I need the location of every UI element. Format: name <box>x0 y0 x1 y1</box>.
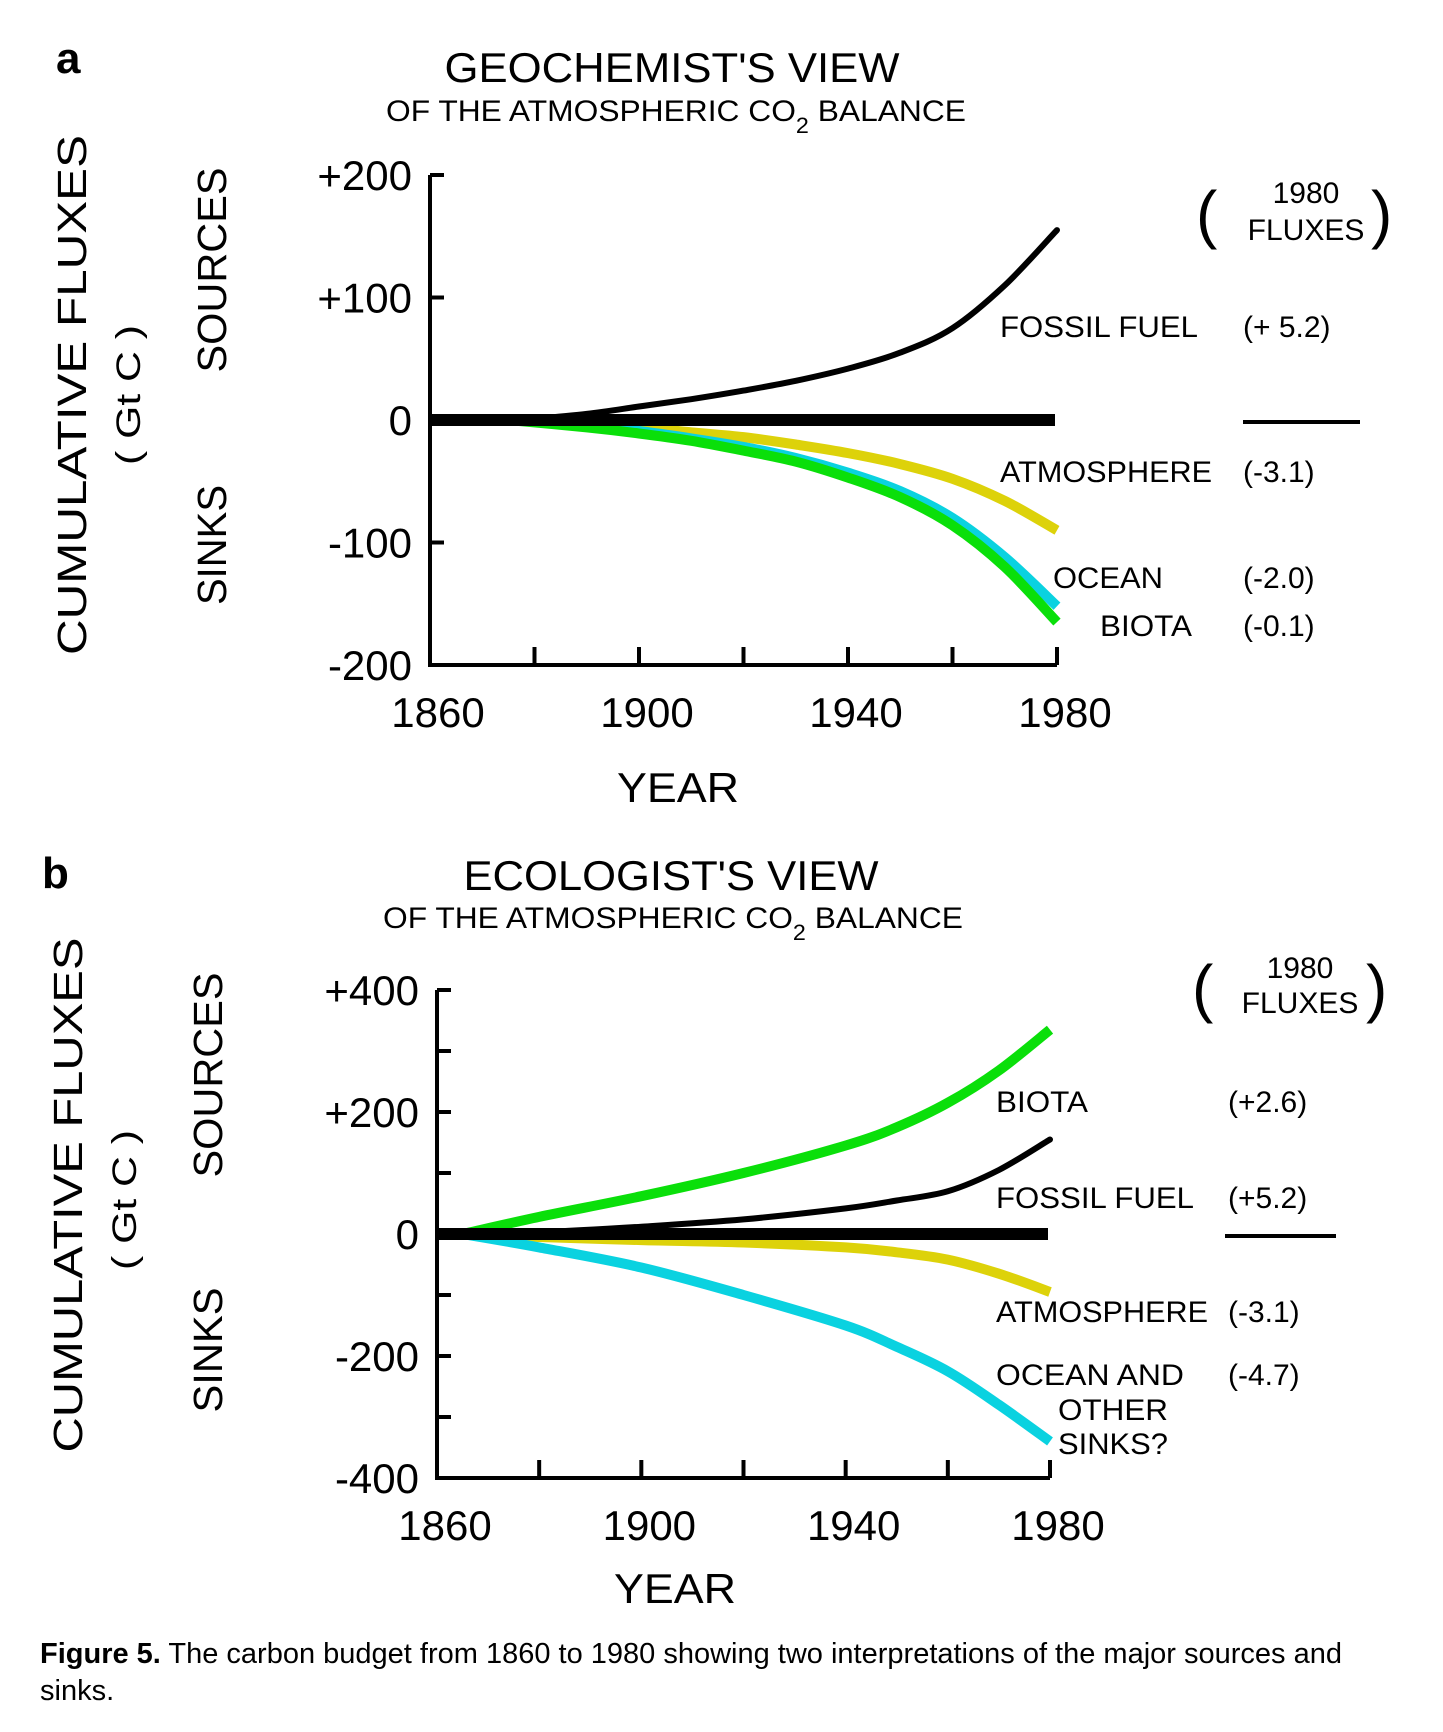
series-line-atmosphere <box>462 1229 1052 1297</box>
y-axis-sinks-label: SINKS <box>189 485 235 605</box>
series-lines <box>430 227 1061 626</box>
legend-label-ocean: OCEAN <box>1053 562 1163 595</box>
flux-legend: ( 1980 FLUXES ) FOSSIL FUEL (+ 5.2) ATMO… <box>1000 177 1392 643</box>
caption-text: The carbon budget from 1860 to 1980 show… <box>40 1638 1342 1707</box>
y-tick-label: 0 <box>389 397 412 444</box>
series-line-fossil-fuel <box>521 227 1060 423</box>
chart-title: GEOCHEMIST'S VIEW <box>445 44 900 91</box>
flux-header-fluxes: FLUXES <box>1248 214 1365 247</box>
flux-header-fluxes: FLUXES <box>1242 987 1359 1020</box>
x-tick-labels: 1860 1900 1940 1980 <box>398 1502 1104 1549</box>
legend-flux-ocean: (-2.0) <box>1243 562 1315 595</box>
y-tick-label: +200 <box>324 1089 419 1136</box>
panel-a-geochemist: a GEOCHEMIST'S VIEW OF THE ATMOSPHERIC C… <box>49 34 1392 811</box>
y-tick-label: -200 <box>335 1333 419 1380</box>
y-axis-sources-label: SOURCES <box>189 168 235 373</box>
legend-flux-fossil-fuel: (+5.2) <box>1228 1182 1307 1215</box>
legend-flux-biota: (+2.6) <box>1228 1086 1307 1119</box>
subtitle-part: BALANCE <box>809 95 966 128</box>
legend-flux-ocean: (-4.7) <box>1228 1359 1300 1392</box>
y-tick-label: -400 <box>335 1455 419 1502</box>
subtitle-part: OF THE ATMOSPHERIC CO <box>383 902 793 935</box>
legend-label-biota: BIOTA <box>1100 610 1192 643</box>
y-axis-label: CUMULATIVE FLUXES <box>49 135 95 655</box>
flux-header-paren-close: ) <box>1371 178 1392 250</box>
legend-label-fossil-fuel: FOSSIL FUEL <box>1000 311 1198 344</box>
y-tick-labels: +400 +200 0 -200 -400 <box>324 967 419 1502</box>
legend-flux-atmosphere: (-3.1) <box>1243 456 1315 489</box>
legend-label-atmosphere: ATMOSPHERE <box>1000 456 1212 489</box>
y-axis-label: CUMULATIVE FLUXES <box>45 938 91 1453</box>
caption-label: Figure 5. <box>40 1638 161 1670</box>
y-tick-label: -100 <box>328 520 412 567</box>
y-tick-label: +200 <box>317 152 412 199</box>
x-tick-label: 1860 <box>398 1502 491 1549</box>
series-line-biota <box>461 1025 1054 1239</box>
legend-label-ocean-line2: OTHER <box>1058 1394 1168 1427</box>
legend-label-atmosphere: ATMOSPHERE <box>996 1296 1208 1329</box>
subtitle-part: OF THE ATMOSPHERIC CO <box>386 95 796 128</box>
flux-header-year: 1980 <box>1273 177 1340 210</box>
legend-label-fossil-fuel: FOSSIL FUEL <box>996 1182 1194 1215</box>
y-axis-units: ( Gt C ) <box>110 325 148 465</box>
panel-label: b <box>42 849 69 898</box>
subtitle-subscript: 2 <box>793 920 806 945</box>
flux-legend: ( 1980 FLUXES ) BIOTA (+2.6) FOSSIL FUEL… <box>996 952 1387 1461</box>
chart-subtitle: OF THE ATMOSPHERIC CO 2 BALANCE <box>386 95 966 138</box>
y-axis-units: ( Gt C ) <box>106 1130 144 1270</box>
legend-label-ocean-line3: SINKS? <box>1058 1428 1168 1461</box>
panel-label: a <box>56 34 81 83</box>
y-tick-label: +400 <box>324 967 419 1014</box>
flux-header-year: 1980 <box>1267 952 1334 985</box>
legend-flux-atmosphere: (-3.1) <box>1228 1296 1300 1329</box>
x-tick-label: 1980 <box>1011 1502 1104 1549</box>
legend-label-biota: BIOTA <box>996 1086 1088 1119</box>
flux-header-paren-open: ( <box>1192 952 1213 1024</box>
figure-caption: Figure 5. The carbon budget from 1860 to… <box>40 1636 1420 1710</box>
subtitle-part: BALANCE <box>806 902 963 935</box>
chart-title: ECOLOGIST'S VIEW <box>464 852 879 899</box>
x-tick-label: 1900 <box>603 1502 696 1549</box>
legend-label-ocean-line1: OCEAN AND <box>996 1359 1184 1392</box>
legend-flux-biota: (-0.1) <box>1243 610 1315 643</box>
y-tick-labels: +200 +100 0 -100 -200 <box>317 152 412 689</box>
flux-header-paren-open: ( <box>1196 178 1217 250</box>
y-axis-sources-label: SOURCES <box>185 973 231 1178</box>
flux-header-paren-close: ) <box>1366 952 1387 1024</box>
chart-subtitle: OF THE ATMOSPHERIC CO 2 BALANCE <box>383 902 963 945</box>
series-line-fossil-fuel <box>459 1136 1053 1237</box>
series-lines <box>437 1025 1054 1446</box>
x-axis-label: YEAR <box>614 1565 736 1612</box>
series-line-biota <box>507 415 1061 626</box>
series-line-ocean-and-other-sinks <box>461 1229 1053 1446</box>
y-tick-label: +100 <box>317 275 412 322</box>
y-tick-label: -200 <box>328 642 412 689</box>
x-tick-label: 1940 <box>807 1502 900 1549</box>
y-tick-label: 0 <box>396 1211 419 1258</box>
x-tick-label: 1940 <box>809 689 902 736</box>
x-tick-label: 1980 <box>1018 689 1111 736</box>
x-tick-label: 1900 <box>600 689 693 736</box>
x-tick-label: 1860 <box>391 689 484 736</box>
legend-flux-fossil-fuel: (+ 5.2) <box>1243 311 1331 344</box>
y-axis-sinks-label: SINKS <box>185 1288 231 1413</box>
panel-b-ecologist: b ECOLOGIST'S VIEW OF THE ATMOSPHERIC CO… <box>42 849 1387 1612</box>
x-axis-label: YEAR <box>617 764 739 811</box>
series-line-atmosphere <box>523 415 1060 535</box>
subtitle-subscript: 2 <box>796 113 809 138</box>
x-tick-labels: 1860 1900 1940 1980 <box>391 689 1111 736</box>
